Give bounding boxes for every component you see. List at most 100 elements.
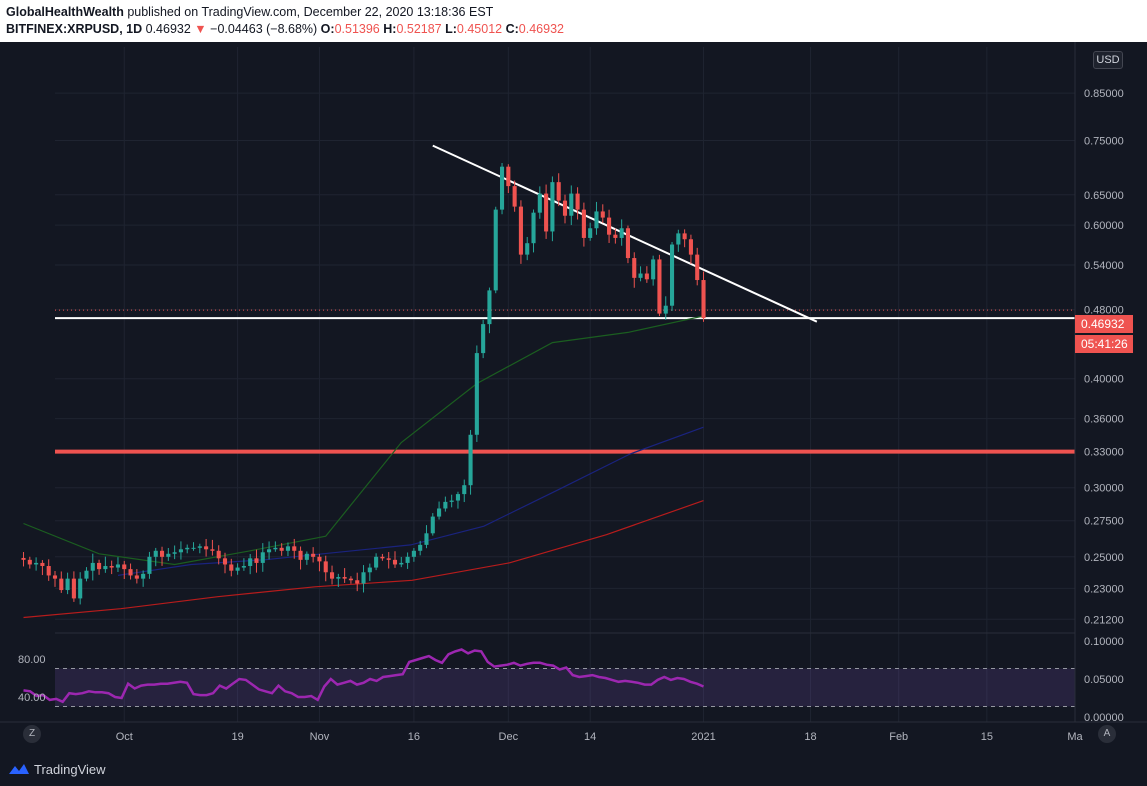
candle-body (323, 561, 328, 573)
candle-body (248, 558, 253, 567)
price-tick-label: 0.75000 (1084, 136, 1124, 148)
volume-tick-label: 0.00000 (1084, 712, 1124, 724)
candle-body (304, 553, 309, 560)
candle-body (688, 239, 693, 255)
candle-body (34, 562, 39, 565)
publisher-name[interactable]: GlobalHealthWealth (6, 5, 124, 19)
candle-body (418, 544, 423, 551)
symbol-name[interactable]: BITFINEX:XRPUSD, 1D (6, 22, 143, 36)
candle-body (153, 550, 158, 557)
candle-body (487, 290, 492, 325)
currency-badge[interactable]: USD (1093, 51, 1123, 69)
candle-body (367, 567, 372, 573)
candle-body (197, 546, 202, 548)
tradingview-brand[interactable]: TradingView (34, 762, 106, 777)
publish-date: published on TradingView.com, December 2… (123, 5, 494, 19)
candle-body (216, 550, 221, 559)
candle-body (348, 578, 353, 581)
candle-body (141, 573, 146, 579)
candle-body (474, 353, 479, 435)
candle-body (512, 186, 517, 207)
price-tick-label: 0.33000 (1084, 447, 1124, 459)
candle-body (481, 324, 486, 354)
candle-body (632, 258, 637, 278)
candle-body (625, 228, 631, 259)
candle-body (40, 562, 45, 567)
candle-body (172, 552, 177, 554)
candle-body (128, 569, 133, 576)
candle-body (556, 182, 561, 201)
time-tick-label: 15 (981, 731, 993, 743)
price-tick-label: 0.40000 (1084, 374, 1124, 386)
candle-body (619, 228, 624, 238)
price-tick-label: 0.60000 (1084, 220, 1124, 232)
time-tick-label: 18 (804, 731, 816, 743)
candle-body (191, 547, 196, 549)
candle-body (380, 556, 385, 559)
candle-body (581, 209, 586, 238)
tradingview-logo-icon (9, 764, 29, 774)
zoom-button[interactable]: Z (23, 725, 41, 743)
rsi-line (23, 648, 704, 704)
candle-body (575, 193, 580, 210)
candle-body (260, 552, 265, 563)
candle-body (411, 550, 416, 557)
candle-body (103, 566, 108, 570)
candle-body (468, 434, 473, 486)
candle-body (657, 259, 662, 314)
candle-body (204, 546, 209, 550)
candle-body (285, 546, 291, 551)
price-tick-label: 0.54000 (1084, 260, 1124, 272)
rsi-band-fill (55, 668, 1075, 707)
candle-body (651, 259, 656, 280)
low-value: 0.45012 (456, 22, 503, 36)
price-tick-label: 0.21200 (1084, 614, 1124, 626)
rsi-tick-label: 80.00 (18, 654, 46, 666)
open-label: O: (320, 22, 335, 36)
time-tick-label: Dec (499, 731, 519, 743)
candle-body (399, 562, 404, 565)
candle-body (254, 558, 259, 563)
candle-body (613, 234, 618, 238)
close-label: C: (505, 22, 519, 36)
rsi-pane: 80.00 40.00 0.10000 0.05000 0.00000 (18, 636, 1124, 724)
candle-body (210, 549, 215, 551)
candle-body (682, 233, 687, 240)
candle-body (537, 193, 542, 213)
down-arrow-icon: ▼ (194, 22, 207, 36)
candle-body (562, 200, 568, 216)
chart-grid (0, 42, 1147, 754)
candle-body (292, 546, 297, 551)
candle-body (518, 206, 523, 255)
price-tick-label: 0.36000 (1084, 414, 1124, 426)
candle-body (147, 556, 152, 574)
descending-trend-line (432, 144, 818, 323)
candle-body (21, 557, 26, 560)
low-label: L: (445, 22, 457, 36)
candle-body (71, 578, 76, 599)
candle-body (499, 166, 505, 210)
candle-body (222, 558, 228, 565)
candle-body (594, 211, 599, 229)
candle-body (569, 193, 574, 216)
chart-header: GlobalHealthWealth published on TradingV… (0, 0, 1147, 42)
candle-body (355, 580, 360, 584)
candle-body (525, 243, 530, 255)
time-tick-label: 16 (408, 731, 420, 743)
candle-body (600, 211, 605, 218)
candle-body (430, 516, 435, 534)
candle-body (361, 572, 366, 584)
candle-body (241, 566, 246, 568)
price-tick-label: 0.85000 (1084, 88, 1124, 100)
price-change: −0.04463 (−8.68%) (210, 22, 318, 36)
candle-body (550, 182, 555, 232)
price-tick-label: 0.65000 (1084, 190, 1124, 202)
candle-body (405, 556, 410, 563)
candle-body (531, 212, 536, 244)
auto-scale-button[interactable]: A (1098, 725, 1116, 743)
candle-body (235, 567, 240, 571)
candle-body (267, 549, 272, 553)
candle-body (462, 485, 467, 495)
time-tick-label: Ma (1067, 731, 1083, 743)
